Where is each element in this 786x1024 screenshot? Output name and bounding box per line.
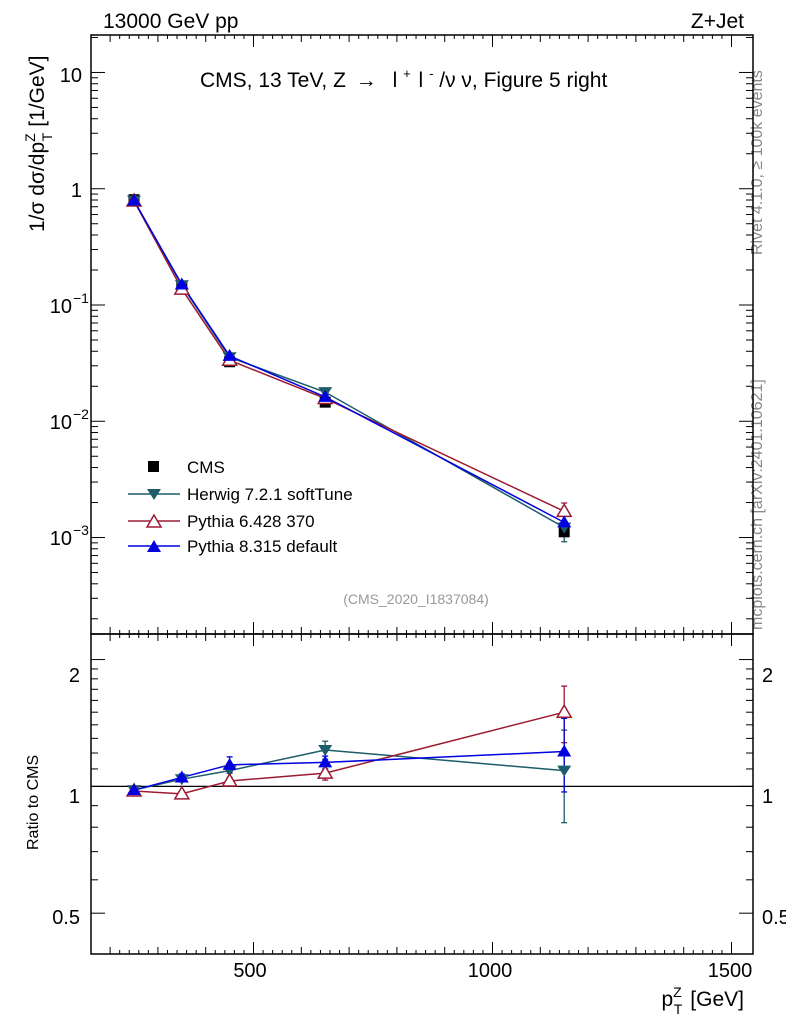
y-tick-label-1e-3: 10 — [50, 528, 72, 550]
data-point-pythia-8-315-default — [127, 783, 142, 796]
axis-ticks — [91, 35, 753, 954]
series-line-1 — [133, 200, 565, 529]
legend-item-herwig: Herwig 7.2.1 softTune — [128, 485, 353, 504]
y-tick-label-1: 1 — [71, 180, 82, 202]
ratio-y-axis-label: Ratio to CMS — [25, 755, 42, 850]
y-tick-exp-1e-2: −2 — [73, 406, 89, 422]
legend-item-pythia6: Pythia 6.428 370 — [128, 512, 315, 531]
main-y-axis-label: 1/σ dσ/dpZT[1/GeV] — [22, 56, 55, 232]
x-tick-labels: 500 1000 1500 — [233, 960, 752, 982]
mcplots-label: mcplots.cern.ch [arXiv:2401.10621] — [749, 379, 766, 630]
y-tick-label-10: 10 — [60, 65, 82, 87]
analysis-watermark: (CMS_2020_I1837084) — [343, 591, 489, 607]
main-y-tick-labels: 10 1 10 −1 10 −2 10 −3 — [50, 65, 89, 550]
series-line-1 — [133, 711, 565, 795]
data-point-pythia-6-428-370 — [221, 772, 238, 787]
main-plot-area — [125, 192, 573, 543]
y-tick-label-1e-2: 10 — [50, 412, 72, 434]
process-label: Z+Jet — [691, 10, 744, 33]
data-point-herwig-7-2-1-softtune — [318, 744, 333, 756]
data-point-pythia-8-315-default — [174, 770, 189, 783]
beam-label: 13000 GeV pp — [103, 10, 238, 33]
legend-marker-cms — [148, 461, 159, 472]
legend-item-pythia8: Pythia 8.315 default — [128, 537, 338, 556]
ratio-tick-2-left: 2 — [69, 665, 80, 687]
ratio-tick-05-left: 0.5 — [52, 907, 80, 929]
y-tick-label-1e-1: 10 — [50, 296, 72, 318]
ratio-plot-area — [125, 685, 573, 824]
data-point-pythia-6-428-370 — [173, 785, 191, 800]
ratio-tick-1-right: 1 — [762, 786, 773, 808]
data-point-pythia-6-428-370 — [555, 703, 573, 718]
data-point-pythia-6-428-370 — [555, 502, 573, 518]
legend-label-herwig: Herwig 7.2.1 softTune — [187, 485, 353, 504]
y-tick-exp-1e-1: −1 — [73, 290, 89, 306]
x-axis-label: pZ T [GeV] — [661, 984, 744, 1017]
x-tick-label-500: 500 — [233, 960, 266, 982]
x-tick-label-1500: 1500 — [708, 960, 753, 982]
ratio-y-tick-labels: 2 1 0.5 2 1 0.5 — [52, 665, 786, 929]
legend-item-cms: CMS — [148, 458, 225, 477]
ratio-tick-1-left: 1 — [69, 786, 80, 808]
data-point-herwig-7-2-1-softtune — [557, 765, 572, 777]
ratio-tick-2-right: 2 — [762, 665, 773, 687]
legend-marker-pythia8 — [147, 540, 161, 552]
ratio-tick-05-right: 0.5 — [762, 907, 786, 929]
data-point-pythia-8-315-default — [318, 755, 333, 768]
series-line-2 — [133, 750, 565, 791]
data-point-pythia-8-315-default — [174, 277, 189, 290]
data-point-pythia-8-315-default — [318, 389, 333, 402]
data-point-pythia-8-315-default — [557, 744, 572, 757]
legend-label-pythia6: Pythia 6.428 370 — [187, 512, 315, 531]
series-line-0 — [133, 749, 565, 791]
data-point-pythia-8-315-default — [222, 348, 237, 361]
ratio-panel-frame — [90, 633, 754, 955]
data-point-pythia-6-428-370 — [316, 764, 334, 779]
legend-marker-pythia6 — [145, 513, 163, 528]
legend-label-pythia8: Pythia 8.315 default — [187, 537, 338, 556]
legend-label-cms: CMS — [187, 458, 225, 477]
data-point-pythia-8-315-default — [127, 193, 142, 206]
data-point-pythia-8-315-default — [222, 757, 237, 770]
plot-title: CMS, 13 TeV, Z → l + l - /ν ν, Figure 5 … — [200, 60, 607, 92]
legend-marker-herwig — [147, 489, 161, 500]
y-tick-exp-1e-3: −3 — [73, 522, 89, 538]
x-tick-label-1000: 1000 — [468, 960, 513, 982]
data-point-pythia-8-315-default — [557, 515, 572, 528]
legend: CMS Herwig 7.2.1 softTune Pythia 6.428 3… — [128, 458, 353, 556]
